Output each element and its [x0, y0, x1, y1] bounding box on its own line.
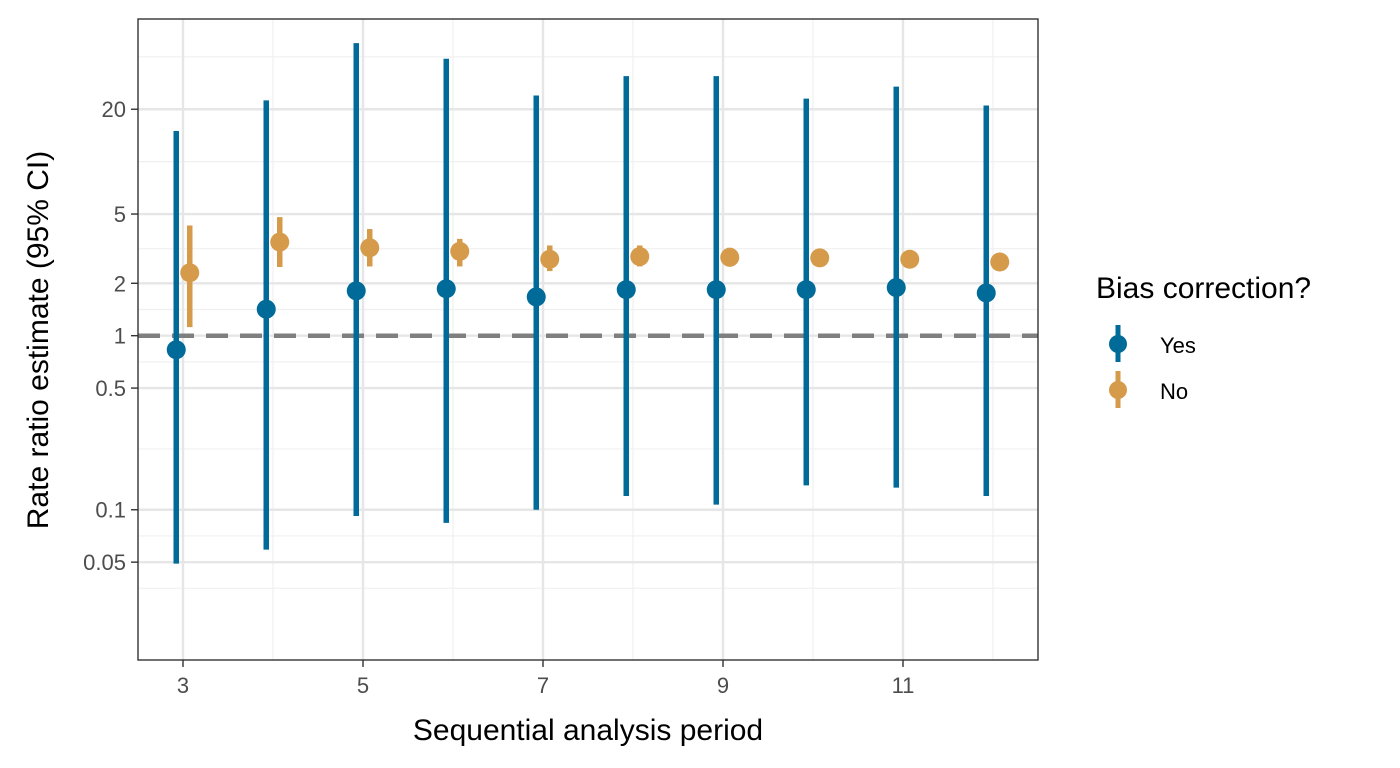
legend-key-yes-point [1109, 335, 1127, 353]
legend-key-no: No [1109, 371, 1188, 408]
x-tick-label: 11 [892, 673, 915, 698]
y-tick-label: 2 [114, 271, 126, 296]
estimate-point [796, 280, 816, 300]
estimate-point [990, 252, 1010, 272]
legend-label-yes: Yes [1160, 333, 1196, 358]
estimate-point [706, 280, 726, 300]
legend: Bias correction? Yes No [1096, 272, 1311, 408]
x-tick-label: 5 [357, 673, 369, 698]
estimate-point [180, 263, 200, 283]
y-tick-label: 0.5 [95, 376, 126, 401]
estimate-point [630, 247, 650, 267]
legend-key-no-point [1109, 381, 1127, 399]
legend-label-no: No [1160, 379, 1188, 404]
series-no [180, 217, 1010, 328]
minor-gridlines [138, 19, 1038, 660]
legend-key-yes: Yes [1109, 325, 1196, 362]
panel-border [137, 18, 1039, 661]
estimate-point [166, 340, 186, 360]
y-tick-label: 20 [102, 97, 126, 122]
estimate-point [270, 232, 290, 252]
estimate-point [360, 238, 380, 258]
estimate-point [720, 247, 740, 267]
estimate-point [886, 278, 906, 298]
axis-ticks [131, 108, 904, 667]
y-tick-label: 0.05 [83, 550, 126, 575]
estimate-point [526, 287, 546, 307]
x-tick-label: 7 [537, 673, 549, 698]
estimate-point [976, 283, 996, 303]
estimate-point [616, 280, 636, 300]
x-tick-label: 3 [177, 673, 189, 698]
y-tick-label: 1 [114, 324, 126, 349]
y-axis-title: Rate ratio estimate (95% CI) [22, 151, 55, 529]
estimate-point [450, 241, 470, 261]
tick-labels: 3 5 7 9 11 0.05 0.1 0.5 1 2 5 20 [83, 97, 914, 698]
estimate-point [810, 248, 830, 268]
estimate-point [540, 249, 560, 269]
y-tick-label: 0.1 [95, 498, 126, 523]
estimate-point [900, 249, 920, 269]
estimate-point [346, 281, 366, 301]
y-tick-label: 5 [114, 202, 126, 227]
estimate-point [436, 279, 456, 299]
x-tick-label: 9 [717, 673, 729, 698]
legend-title: Bias correction? [1096, 272, 1311, 305]
series-yes [166, 43, 996, 564]
x-axis-title: Sequential analysis period [413, 714, 763, 747]
estimate-point [256, 299, 276, 319]
data-marks [166, 43, 1010, 564]
